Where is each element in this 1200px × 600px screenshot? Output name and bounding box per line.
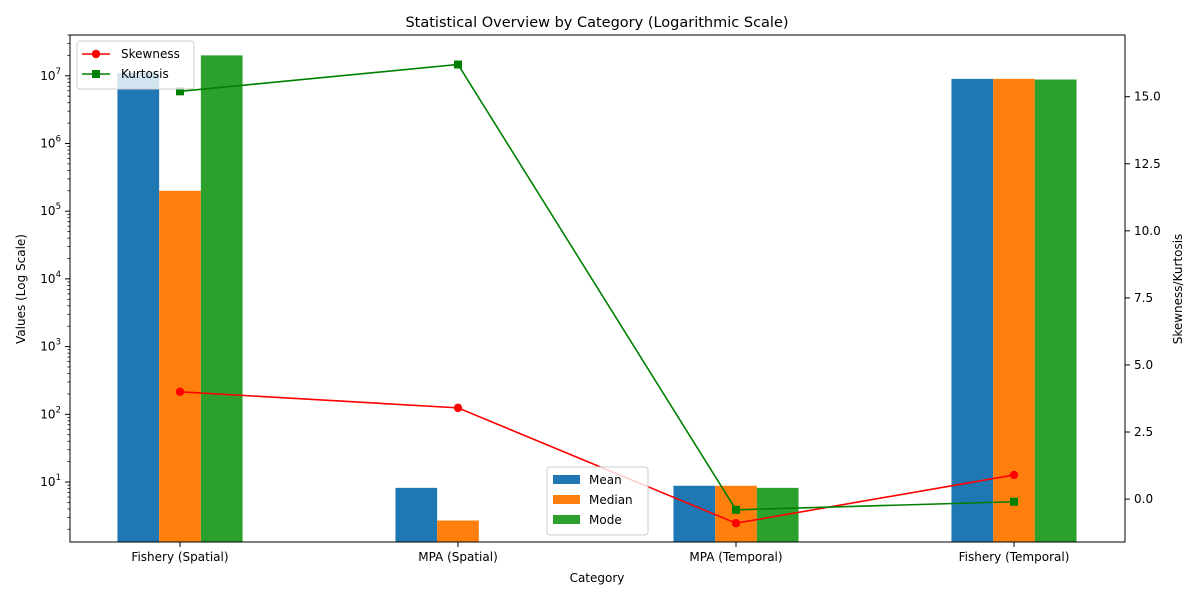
y2-tick-label-1: 2.5 [1134, 425, 1153, 439]
marker-kurtosis-3 [1010, 497, 1018, 506]
y-tick-label-2: 103 [40, 338, 61, 354]
y-tick-exponent: 6 [56, 134, 61, 144]
marker-skewness-2 [731, 519, 741, 528]
plot-area [117, 55, 1077, 543]
y2-tick-label-4: 10.0 [1134, 224, 1161, 238]
y2-tick-label-2: 5.0 [1134, 358, 1153, 372]
y-tick-exponent: 1 [56, 473, 61, 483]
legend-swatch-mean [553, 475, 580, 484]
bar-mode-2 [756, 487, 799, 542]
legend-label-kurtosis: Kurtosis [121, 67, 169, 81]
y2-tick-label-0: 0.0 [1134, 492, 1153, 506]
legend-label-mean: Mean [589, 473, 622, 487]
y-axis-label: Values (Log Scale) [14, 234, 28, 344]
chart-title: Statistical Overview by Category (Logari… [405, 15, 788, 31]
y-tick-label-6: 107 [40, 67, 61, 83]
y-tick-base: 10 [40, 69, 55, 83]
y2-tick-label-5: 12.5 [1134, 157, 1161, 171]
y-tick-exponent: 4 [56, 270, 61, 280]
bar-median-1 [437, 520, 479, 542]
marker-skewness-1 [453, 403, 463, 413]
y-tick-label-1: 102 [40, 405, 61, 421]
x-tick-label-2: MPA (Temporal) [689, 550, 782, 564]
y-tick-label-3: 104 [40, 270, 61, 286]
y2-tick-label-3: 7.5 [1134, 291, 1153, 305]
legend-swatch-median [553, 495, 580, 504]
axes-frame [69, 34, 1126, 543]
y-tick-label-0: 101 [40, 473, 61, 489]
line-kurtosis [179, 63, 1015, 511]
bar-median-2 [715, 485, 757, 542]
x-axis-label: Category [570, 571, 625, 585]
marker-skewness-0 [175, 387, 185, 396]
legend-marker-kurtosis [92, 70, 100, 78]
legend-label-median: Median [589, 493, 633, 507]
y-tick-exponent: 2 [56, 405, 61, 415]
legend-marker-skewness [91, 49, 101, 59]
legend-label-mode: Mode [589, 513, 622, 527]
y2-axis-label: Skewness/Kurtosis [1171, 234, 1185, 345]
bar-mean-0 [117, 72, 160, 543]
marker-kurtosis-2 [732, 505, 740, 514]
y-tick-base: 10 [40, 204, 55, 218]
bar-median-0 [159, 190, 201, 542]
y-tick-exponent: 3 [56, 338, 61, 348]
y2-tick-label-6: 15.0 [1134, 90, 1161, 104]
legends: Mean Median Mode Skewness Kurtosis [76, 40, 649, 536]
line-legend-box [76, 40, 195, 90]
y-tick-exponent: 5 [56, 202, 61, 212]
y-tick-base: 10 [40, 475, 55, 489]
y-tick-base: 10 [40, 136, 55, 150]
y-tick-label-4: 105 [40, 202, 61, 218]
y-tick-label-5: 106 [40, 134, 61, 150]
line-skewness [179, 390, 1015, 525]
x-tick-label-0: Fishery (Spatial) [131, 550, 228, 564]
bar-median-3 [993, 78, 1035, 542]
x-tick-label-3: Fishery (Temporal) [959, 550, 1070, 564]
legend-label-skewness: Skewness [121, 47, 180, 61]
bar-mean-1 [395, 487, 438, 542]
marker-kurtosis-1 [454, 60, 462, 69]
bar-mean-3 [951, 78, 994, 542]
y-tick-base: 10 [40, 340, 55, 354]
y-tick-base: 10 [40, 407, 55, 421]
legend-swatch-mode [553, 515, 580, 524]
marker-skewness-3 [1009, 470, 1019, 480]
axes: 1011021031041051061070.02.55.07.510.012.… [40, 34, 1161, 564]
y-tick-base: 10 [40, 272, 55, 286]
bar-mode-0 [200, 55, 243, 542]
x-tick-label-1: MPA (Spatial) [418, 550, 498, 564]
y-tick-exponent: 7 [56, 67, 61, 77]
marker-kurtosis-0 [176, 87, 184, 96]
bar-mean-2 [673, 485, 716, 542]
bar-mode-3 [1034, 79, 1077, 543]
